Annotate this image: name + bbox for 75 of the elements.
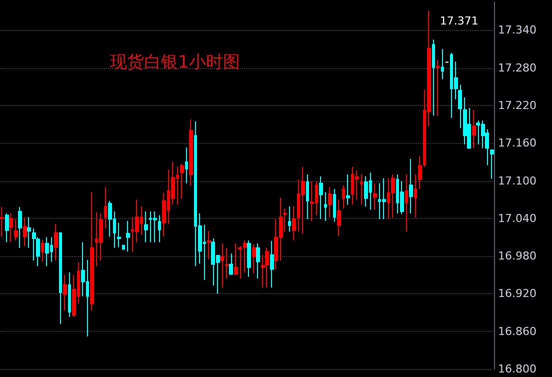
candlestick [144,211,148,243]
candlestick [324,192,327,222]
candlestick [90,192,94,312]
candlestick [180,163,184,200]
candlestick [126,220,130,252]
candlestick [9,212,13,243]
candlestick [104,186,107,229]
candlestick [45,236,49,267]
y-tick-label: 17.160 [498,136,536,150]
y-tick-label: 17.220 [498,99,536,112]
candlestick [59,232,62,324]
candlestick [122,244,125,250]
candlestick [270,240,274,288]
candlestick [328,186,332,218]
candlestick [405,174,408,232]
candlestick [306,174,309,220]
candlestick [463,96,467,145]
candlestick [207,230,211,260]
candlestick [382,178,386,220]
candlestick [117,222,121,248]
candlestick [292,206,296,241]
y-tick-label: 16.980 [498,250,536,263]
y-tick-label: 17.280 [498,61,536,74]
y-tick-label: 16.860 [498,324,536,338]
candlestick [414,174,417,218]
candlestick [490,150,494,180]
candlestick [418,156,422,190]
candlestick [225,247,229,280]
candlestick [342,184,345,209]
annotation: 17.371 [440,14,478,28]
candlestick [310,180,314,222]
candlestick [319,176,323,220]
candlestick [346,174,350,206]
candlestick [27,216,31,248]
candlestick [391,174,395,218]
candlestick [337,199,341,236]
candlestick [301,166,305,234]
candlestick [252,244,256,274]
candlestick [189,118,193,186]
candlestick [441,48,444,80]
candlestick [153,211,157,243]
candlestick [436,59,440,116]
candlestick [373,182,377,210]
candlestick [63,274,67,312]
candlestick [355,170,359,200]
candlestick [14,218,18,241]
candlestick [229,253,233,276]
candlestick [256,243,260,280]
candlestick [234,243,238,276]
candlestick [458,84,462,129]
text: 现货白银1小时图 [110,52,240,72]
candlestick [0,206,4,238]
candlestick [54,224,58,261]
y-tick-label: 17.040 [498,212,536,225]
candlestick [5,212,9,243]
candlestick [68,272,71,318]
y-tick-label: 17.100 [498,174,536,188]
candlestick [409,158,413,214]
candlestick [158,214,161,243]
candlestick [41,240,44,262]
candlestick [23,216,27,247]
candlestick [472,109,476,149]
candlestick [364,176,368,208]
candlestick [247,240,251,278]
candlestick [220,243,224,288]
y-tick-label: 17.340 [498,24,536,37]
candlestick [432,39,435,116]
candlestick [185,147,188,184]
y-tick-label: 16.800 [498,362,536,376]
candlestick [288,206,291,232]
candlestick [18,206,22,248]
y-tick-label: 16.920 [498,287,536,300]
candlestick [265,247,269,288]
candlestick [333,188,336,222]
candlestick [360,174,363,206]
